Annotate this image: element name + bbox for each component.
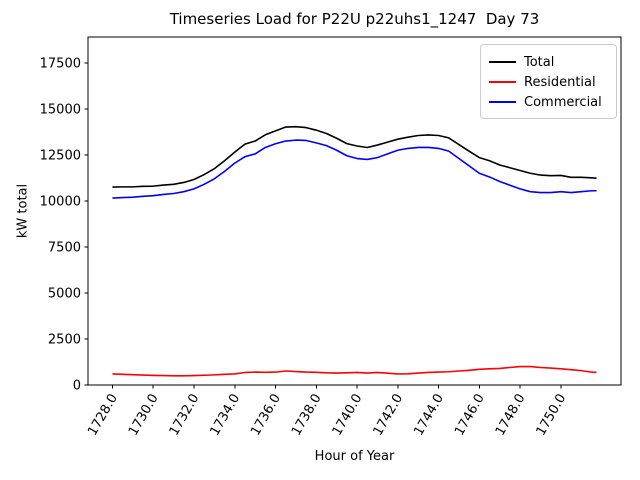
series-line-residential [112, 365, 597, 377]
legend-label: Commercial [524, 94, 602, 110]
x-axis-label: Hour of Year [314, 449, 395, 464]
y-tick-label: 17500 [40, 56, 81, 71]
chart-title: Timeseries Load for P22U p22uhs1_1247 Da… [169, 10, 540, 28]
series-lines [112, 125, 597, 377]
legend-line-swatch [489, 81, 516, 83]
y-axis-label: kW total [15, 183, 31, 239]
x-tick-label: 1732.0 [167, 392, 203, 439]
x-tick-label: 1742.0 [371, 392, 407, 439]
axes-frame [87, 36, 622, 386]
y-tick-label: 12500 [40, 148, 81, 163]
y-tick-label: 0 [73, 379, 81, 394]
plot-frame [87, 36, 622, 386]
axis-ticks [84, 62, 562, 389]
legend-line-swatch [489, 61, 516, 63]
x-tick-label: 1750.0 [534, 392, 570, 439]
x-tick-label: 1744.0 [411, 392, 447, 439]
y-tick-label: 10000 [40, 194, 81, 209]
legend-line-swatch [489, 101, 516, 103]
series-line-commercial [112, 139, 597, 199]
y-tick-label: 2500 [48, 332, 81, 347]
legend: Total Residential Commercial [480, 44, 617, 119]
x-tick-label: 1728.0 [85, 392, 121, 439]
legend-entry-residential: Residential [489, 72, 608, 92]
x-tick-label: 1746.0 [452, 392, 488, 439]
series-line-total [112, 125, 597, 188]
x-tick-label: 1736.0 [248, 392, 284, 439]
x-tick-label: 1734.0 [207, 392, 243, 439]
legend-label: Residential [524, 74, 596, 90]
x-tick-label: 1748.0 [493, 392, 529, 439]
legend-entry-commercial: Commercial [489, 92, 608, 112]
y-tick-label: 5000 [48, 286, 81, 301]
legend-entry-total: Total [489, 52, 608, 72]
x-tick-label: 1738.0 [289, 392, 325, 439]
y-tick-label: 15000 [40, 102, 81, 117]
legend-label: Total [524, 54, 555, 70]
x-tick-label: 1740.0 [330, 392, 366, 439]
x-tick-label: 1730.0 [126, 392, 162, 439]
y-tick-label: 7500 [48, 240, 81, 255]
